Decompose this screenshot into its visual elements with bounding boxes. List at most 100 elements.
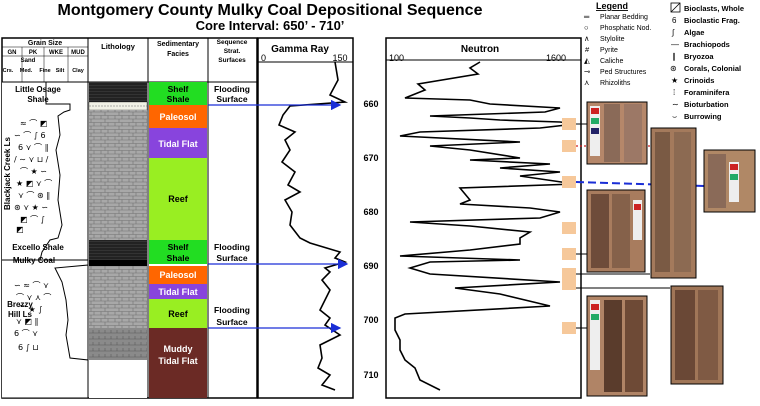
facies-shelf-shale-lower [149,240,207,264]
page-title: Montgomery County Mulky Coal Depositiona… [58,2,483,19]
svg-text:⁞: ⁞ [673,88,675,97]
svg-text:—: — [671,40,679,49]
facies-column: Shelf Shale Paleosol Tidal Flat Reef She… [149,82,207,398]
svg-text:Excello Shale: Excello Shale [12,243,64,252]
svg-text:Shelf: Shelf [168,84,189,94]
svg-text:Silt: Silt [56,68,65,74]
neutron-curve [394,61,576,391]
svg-text:700: 700 [363,315,378,325]
gamma-ray-track [257,37,354,399]
svg-text:◩ ⌒ ∫: ◩ ⌒ ∫ [20,215,45,224]
surfaces-header-1: Sequence [217,39,248,46]
facies-paleosol-lower [149,266,207,284]
svg-text:○: ○ [584,23,589,32]
svg-text:Ped Structures: Ped Structures [600,69,647,76]
svg-text:⋎ ◩ ∥: ⋎ ◩ ∥ [16,317,39,326]
svg-text:Med.: Med. [20,68,33,74]
svg-text:◩: ◩ [16,225,24,234]
grain-size-header: Grain Size GN PK WKE MUD Sand Crs. Med. … [2,40,88,82]
svg-text:/ ∼ ⋎ ⊔ /: / ∼ ⋎ ⊔ / [14,155,49,164]
facies-tidal-flat-upper [149,128,207,158]
svg-text:∼: ∼ [672,100,679,109]
svg-text:∧: ∧ [584,34,590,43]
legend-title: Legend [596,1,628,11]
svg-text:Flooding: Flooding [214,305,250,315]
svg-text:6 ⋎ ⌒ ∥: 6 ⋎ ⌒ ∥ [18,143,49,152]
neutron-header: Neutron [461,44,499,55]
svg-text:Pyrite: Pyrite [600,47,618,54]
svg-text:⊛ ⋎ ★ ∽: ⊛ ⋎ ★ ∽ [14,203,48,212]
svg-text:⌒ ★ ∽: ⌒ ★ ∽ [20,167,47,176]
svg-text:Paleosol: Paleosol [159,270,196,280]
svg-text:Muddy: Muddy [164,344,193,354]
core-photo-3 [703,149,756,213]
svg-text:Brezzy: Brezzy [7,300,33,309]
facies-muddy-tidal-flat [149,328,207,398]
svg-text:Shale: Shale [167,94,190,104]
gamma-axis-max: 150 [332,53,347,63]
svg-text:∽ ⌒ ∫ 6: ∽ ⌒ ∫ 6 [14,131,46,140]
svg-text:Phosphatic Nod.: Phosphatic Nod. [600,25,651,32]
core-photo-5 [670,285,724,385]
grain-size-profile [2,81,89,399]
neutron-axis-min: 100 [389,53,404,63]
svg-text:Bryozoa: Bryozoa [684,52,714,61]
svg-text:Sand: Sand [21,58,36,64]
svg-text:Flooding: Flooding [214,242,250,252]
gamma-ray-curve [277,61,349,391]
svg-text:∽ ≈ ⌒ ⋎: ∽ ≈ ⌒ ⋎ [14,281,49,290]
svg-text:⋎ ⌒ ⊛ ∥: ⋎ ⌒ ⊛ ∥ [18,191,50,200]
svg-text:⊸: ⊸ [584,67,591,76]
svg-text:Rhizoliths: Rhizoliths [600,80,631,87]
facies-reef-upper [149,158,207,240]
svg-text:Blackjack Creek Ls: Blackjack Creek Ls [3,137,12,210]
sedimentary-symbols: ≈ ⌒ ◩ ∽ ⌒ ∫ 6 6 ⋎ ⌒ ∥ / ∼ ⋎ ⊔ / ⌒ ★ ∽ ★ … [14,119,52,352]
depth-axis: 660 670 680 690 700 710 [363,99,378,380]
svg-text:∥: ∥ [672,52,676,61]
svg-text:═: ═ [583,12,590,21]
svg-text:Surface: Surface [216,94,247,104]
svg-text:⌣: ⌣ [672,112,677,121]
svg-text:Tidal Flat: Tidal Flat [158,356,197,366]
facies-tidal-flat-lower [149,284,207,299]
svg-text:⋏: ⋏ [584,78,590,87]
svg-text:Corals, Colonial: Corals, Colonial [684,64,741,73]
core-photo-1 [586,101,648,165]
svg-text:Reef: Reef [168,309,189,319]
svg-text:◭: ◭ [584,56,591,65]
surfaces-column: Flooding Surface Flooding Surface Floodi… [214,84,250,327]
facies-shelf-shale-upper [149,82,207,105]
page-subtitle: Core Interval: 650’ - 710’ [196,18,345,33]
svg-text:≈ ⌒ ◩: ≈ ⌒ ◩ [20,119,47,128]
lithology-header: Lithology [101,42,136,51]
svg-text:Shelf: Shelf [168,242,189,252]
core-photo-6 [586,295,648,397]
svg-text:6 ⌒ ⋎: 6 ⌒ ⋎ [14,329,38,338]
facies-header-1: Sedimentary [157,41,199,48]
svg-text:Planar Bedding: Planar Bedding [600,14,648,21]
svg-text:Algae: Algae [684,28,704,37]
core-photo-2 [650,127,697,279]
svg-text:660: 660 [363,99,378,109]
legend: Legend ═ Planar Bedding ○ Phosphatic Nod. … [583,1,744,121]
core-photo-4 [586,189,646,273]
svg-text:Caliche: Caliche [600,58,623,65]
svg-text:MUD: MUD [71,50,85,56]
gamma-ray-header: Gamma Ray [271,44,329,55]
surfaces-header-3: Surfaces [218,57,246,64]
flooding-surface-arrows [208,99,349,334]
svg-text:6 ∫ ⊔: 6 ∫ ⊔ [18,343,39,352]
svg-text:Shale: Shale [167,253,190,263]
svg-text:Reef: Reef [168,194,189,204]
svg-text:Grain Size: Grain Size [28,40,62,47]
facies-paleosol-upper [149,105,207,128]
svg-text:GN: GN [8,50,17,56]
svg-text:670: 670 [363,153,378,163]
svg-text:Paleosol: Paleosol [159,112,196,122]
svg-text:Bioturbation: Bioturbation [684,100,729,109]
svg-text:⌒ ⋎ ⋏ ⌒: ⌒ ⋎ ⋏ ⌒ [16,293,51,302]
surfaces-header-2: Strat. [224,48,241,55]
svg-text:Mulky Coal: Mulky Coal [13,256,55,265]
svg-text:Bioclasts, Whole: Bioclasts, Whole [684,4,744,13]
